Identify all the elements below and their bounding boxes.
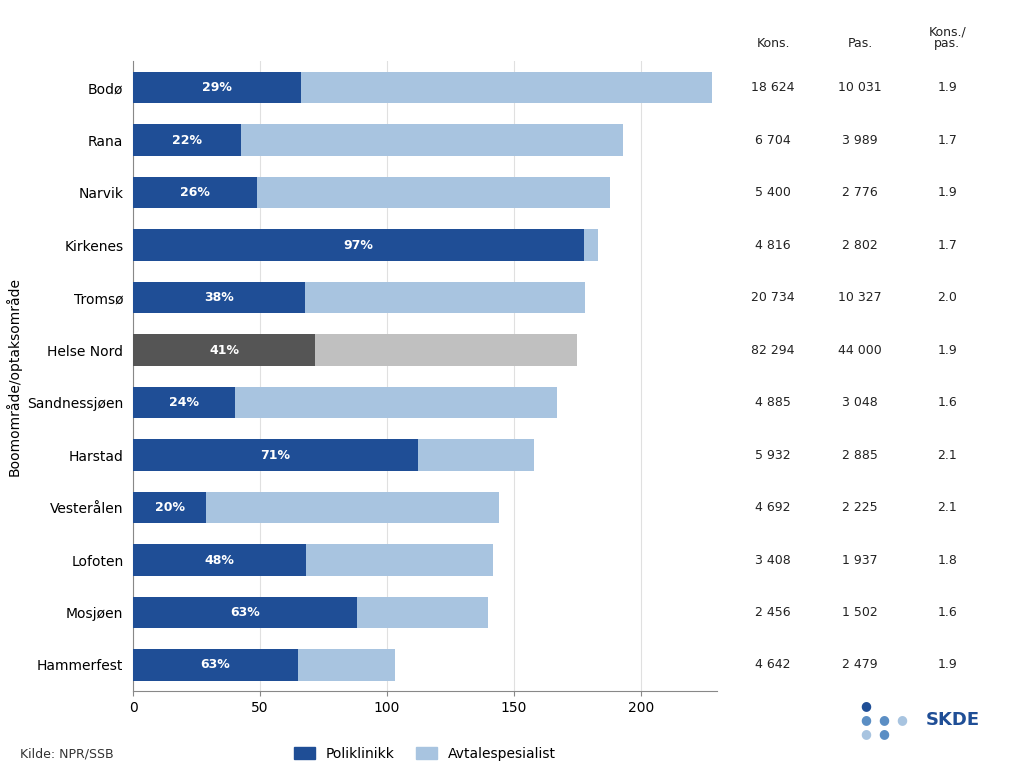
Text: 26%: 26% <box>180 186 210 199</box>
Text: 18 624: 18 624 <box>752 81 795 94</box>
Text: ●: ● <box>897 713 907 726</box>
Text: 1.9: 1.9 <box>937 343 957 356</box>
Y-axis label: Boomområde/optaksområde: Boomområde/optaksområde <box>6 276 22 476</box>
Bar <box>206 492 499 523</box>
Bar <box>257 177 610 208</box>
Text: 71%: 71% <box>260 449 291 462</box>
Bar <box>357 597 488 628</box>
Text: 4 642: 4 642 <box>756 658 791 671</box>
Text: 2.0: 2.0 <box>937 291 957 304</box>
Bar <box>306 545 494 576</box>
Bar <box>133 649 298 680</box>
Bar <box>298 649 394 680</box>
Text: 2 776: 2 776 <box>843 186 878 199</box>
Text: ●: ● <box>879 713 889 726</box>
Bar <box>133 177 257 208</box>
Text: 97%: 97% <box>343 239 374 252</box>
Text: 2 225: 2 225 <box>843 501 878 514</box>
Text: 4 692: 4 692 <box>756 501 791 514</box>
Text: 38%: 38% <box>204 291 233 304</box>
Text: 6 704: 6 704 <box>756 134 791 147</box>
Text: 1 937: 1 937 <box>843 554 878 567</box>
Bar <box>133 439 418 471</box>
Text: 20%: 20% <box>155 501 184 514</box>
Legend: Poliklinikk, Avtalespesialist: Poliklinikk, Avtalespesialist <box>289 741 561 766</box>
Text: pas.: pas. <box>934 37 961 50</box>
Bar <box>418 439 535 471</box>
Text: 3 408: 3 408 <box>756 554 791 567</box>
Bar <box>133 230 584 261</box>
Text: 1.6: 1.6 <box>937 396 957 409</box>
Text: Pas.: Pas. <box>848 37 872 50</box>
Text: 10 327: 10 327 <box>839 291 882 304</box>
Text: 1.7: 1.7 <box>937 134 957 147</box>
Bar <box>133 72 301 104</box>
Text: ●: ● <box>860 713 870 726</box>
Text: 4 816: 4 816 <box>756 239 791 252</box>
Text: 1.8: 1.8 <box>937 554 957 567</box>
Text: 2 802: 2 802 <box>843 239 878 252</box>
Text: 1.6: 1.6 <box>937 606 957 619</box>
Bar <box>133 492 206 523</box>
Text: 1 502: 1 502 <box>843 606 878 619</box>
Text: 63%: 63% <box>230 606 260 619</box>
Text: 20 734: 20 734 <box>752 291 795 304</box>
Bar <box>133 124 241 156</box>
Text: 1.7: 1.7 <box>937 239 957 252</box>
Text: 5 932: 5 932 <box>756 449 791 462</box>
Text: 2 456: 2 456 <box>756 606 791 619</box>
Bar <box>234 387 557 419</box>
Text: 2 885: 2 885 <box>842 449 879 462</box>
Bar <box>133 282 305 313</box>
Text: 3 048: 3 048 <box>843 396 878 409</box>
Text: 48%: 48% <box>205 554 234 567</box>
Text: 41%: 41% <box>209 343 240 356</box>
Bar <box>133 545 306 576</box>
Text: 1.9: 1.9 <box>937 186 957 199</box>
Text: 44 000: 44 000 <box>839 343 882 356</box>
Text: 22%: 22% <box>172 134 202 147</box>
Text: ●: ● <box>860 700 870 712</box>
Text: 63%: 63% <box>201 658 230 671</box>
Text: 2.1: 2.1 <box>937 449 957 462</box>
Text: 10 031: 10 031 <box>839 81 882 94</box>
Text: 1.9: 1.9 <box>937 81 957 94</box>
Text: 82 294: 82 294 <box>752 343 795 356</box>
Bar <box>133 387 234 419</box>
Text: Kons./: Kons./ <box>929 25 966 38</box>
Text: 29%: 29% <box>202 81 232 94</box>
Bar <box>133 334 315 366</box>
Text: Kons.: Kons. <box>757 37 790 50</box>
Text: 2.1: 2.1 <box>937 501 957 514</box>
Bar <box>241 124 623 156</box>
Text: ●: ● <box>860 727 870 740</box>
Bar <box>305 282 585 313</box>
Bar <box>315 334 578 366</box>
Text: ●: ● <box>879 727 889 740</box>
Bar <box>133 597 357 628</box>
Bar <box>301 72 712 104</box>
Text: 2 479: 2 479 <box>843 658 878 671</box>
Bar <box>584 230 598 261</box>
Text: 4 885: 4 885 <box>755 396 792 409</box>
Text: 5 400: 5 400 <box>755 186 792 199</box>
Text: 1.9: 1.9 <box>937 658 957 671</box>
Text: 3 989: 3 989 <box>843 134 878 147</box>
Text: 24%: 24% <box>169 396 199 409</box>
Text: SKDE: SKDE <box>926 710 980 729</box>
Text: Kilde: NPR/SSB: Kilde: NPR/SSB <box>20 747 114 760</box>
